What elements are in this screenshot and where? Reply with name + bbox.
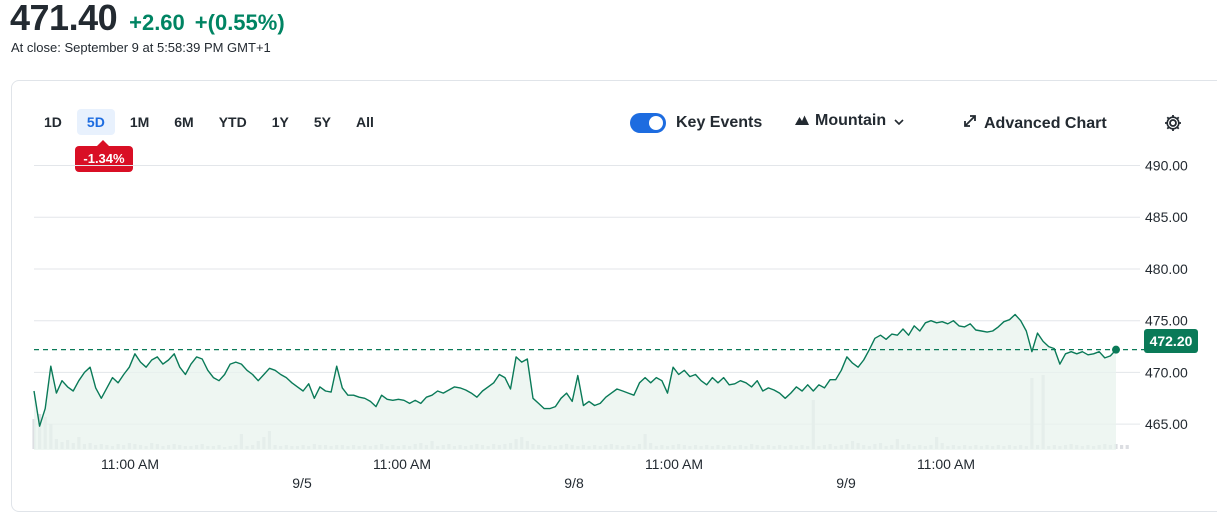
day-label: 9/8 <box>564 475 584 491</box>
chart-type-dropdown[interactable]: Mountain <box>795 112 904 130</box>
day-label: 9/5 <box>292 475 312 491</box>
last-price-marker <box>1112 345 1120 354</box>
price-line <box>33 313 1117 427</box>
close-timestamp: At close: September 9 at 5:58:39 PM GMT+… <box>11 40 271 55</box>
price-area <box>34 314 1116 450</box>
price-change: +2.60 <box>129 10 185 35</box>
mountain-icon <box>795 112 809 130</box>
key-events-label: Key Events <box>676 114 763 131</box>
x-tick-label: 11:00 AM <box>373 456 431 472</box>
toggle-knob <box>649 116 663 130</box>
chevron-down-icon <box>894 112 904 130</box>
range-tab-5d[interactable]: 5D <box>76 109 115 135</box>
price-change-percent: +(0.55%) <box>194 10 285 35</box>
y-tick-label: 465.00 <box>1145 416 1188 432</box>
range-tab-6m[interactable]: 6M <box>174 114 194 130</box>
advanced-chart-label: Advanced Chart <box>984 114 1107 132</box>
chart-type-label: Mountain <box>815 112 887 129</box>
advanced-chart-button[interactable]: Advanced Chart <box>962 113 1107 134</box>
range-tab-1m[interactable]: 1M <box>129 114 150 130</box>
x-tick-label: 11:00 AM <box>917 456 975 472</box>
range-tab-5y[interactable]: 5Y <box>313 114 331 130</box>
range-tab-ytd[interactable]: YTD <box>218 114 247 130</box>
key-events-control: Key Events <box>630 111 762 135</box>
range-tab-all[interactable]: All <box>355 114 374 130</box>
range-tab-1d[interactable]: 1D <box>44 114 62 130</box>
price-chart: 490.00 485.00 480.00 475.00 470.00 465.00 11:0… <box>32 158 1188 491</box>
range-change-badge: -1.34% <box>75 140 133 172</box>
y-tick-label: 480.00 <box>1145 261 1188 277</box>
volume-bar <box>1125 445 1129 449</box>
y-tick-label: 470.00 <box>1145 364 1188 380</box>
last-price-tag: 472.20 <box>1144 329 1198 353</box>
range-tabs: 1D 5D 1M 6M YTD 1Y 5Y All <box>34 109 389 135</box>
y-tick-label: 490.00 <box>1145 158 1188 174</box>
x-tick-label: 11:00 AM <box>645 456 703 472</box>
quote-header: 471.40 +2.60 +(0.55%) <box>10 0 285 36</box>
expand-icon <box>962 113 978 134</box>
x-tick-label: 11:00 AM <box>101 456 159 472</box>
day-label: 9/9 <box>836 475 856 491</box>
range-tab-1y[interactable]: 1Y <box>271 114 289 130</box>
y-tick-label: 485.00 <box>1145 209 1188 225</box>
gear-icon[interactable] <box>1163 113 1183 138</box>
volume-bar <box>1120 445 1124 449</box>
key-events-toggle[interactable] <box>630 113 666 133</box>
y-tick-label: 475.00 <box>1145 313 1188 329</box>
last-price: 471.40 <box>10 0 118 38</box>
